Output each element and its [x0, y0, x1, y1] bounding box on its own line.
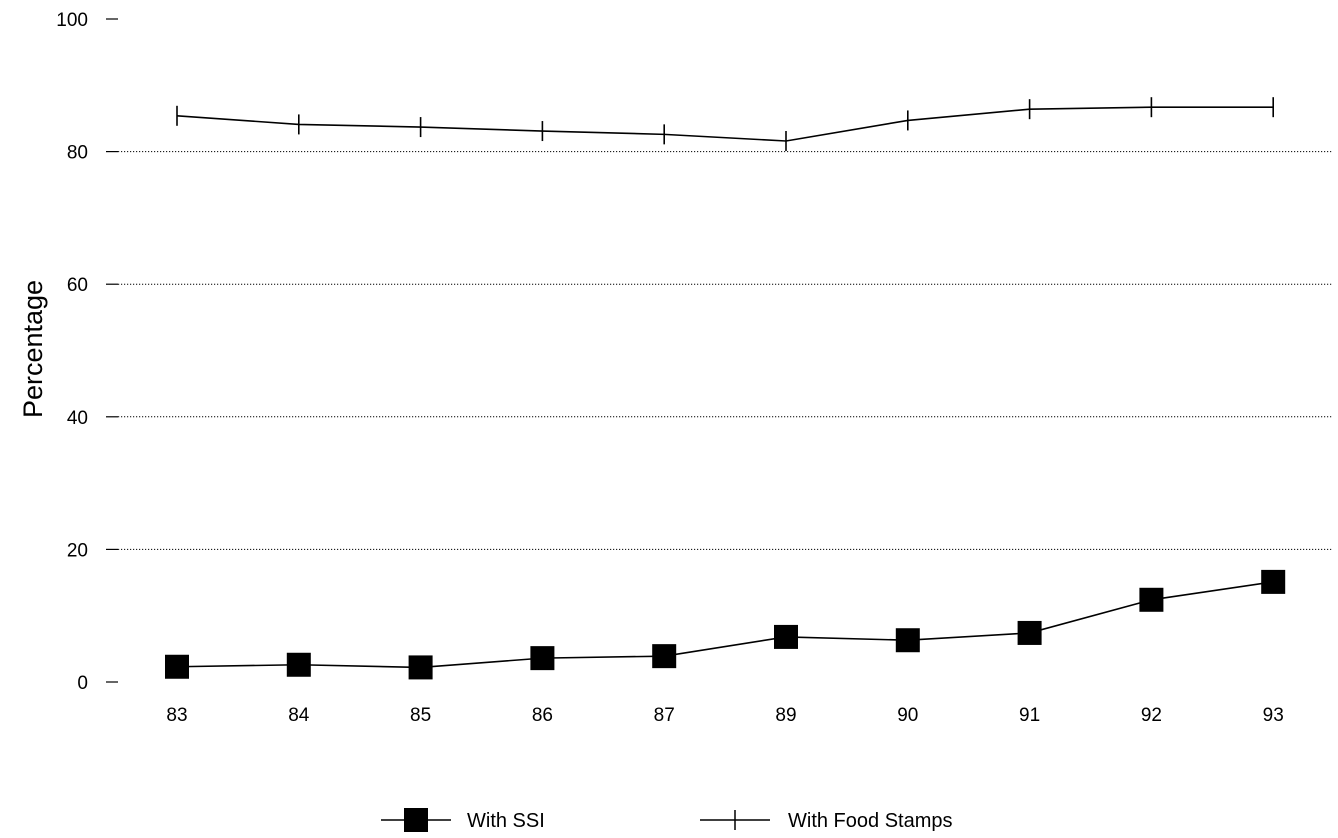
data-point-ssi — [774, 624, 798, 649]
x-tick-label: 87 — [654, 705, 675, 726]
data-point-ssi — [530, 646, 555, 671]
x-tick-label: 83 — [166, 705, 187, 726]
y-tick-label: 40 — [67, 408, 88, 429]
data-point-ssi — [1017, 620, 1042, 645]
x-tick-label: 92 — [1141, 705, 1162, 726]
x-tick-label: 89 — [775, 705, 796, 726]
data-point-ssi — [895, 628, 920, 653]
legend-marker-ssi — [404, 808, 428, 832]
y-tick-label: 20 — [67, 540, 88, 561]
x-tick-label: 84 — [288, 705, 310, 726]
gridlines — [118, 151, 1332, 550]
x-tick-label: 91 — [1019, 705, 1040, 726]
series-layer — [165, 97, 1286, 680]
legend-label-ssi: With SSI — [467, 810, 545, 832]
series-line-ssi — [176, 581, 1274, 669]
data-point-ssi — [165, 654, 189, 679]
legend: With SSI With Food Stamps — [381, 808, 953, 832]
legend-label-food-stamps: With Food Stamps — [788, 810, 953, 832]
x-tick-label: 90 — [897, 705, 918, 726]
x-tick-label: 85 — [410, 705, 431, 726]
y-tick-label: 0 — [77, 673, 88, 694]
y-tick-label: 60 — [67, 275, 88, 296]
x-axis: 83 84 85 86 87 89 90 91 92 93 — [166, 705, 1283, 726]
data-point-ssi — [286, 652, 311, 677]
data-point-ssi — [408, 655, 433, 680]
data-point-ssi — [1261, 569, 1286, 594]
data-point-ssi — [1139, 587, 1164, 612]
legend-item-ssi: With SSI — [381, 808, 545, 832]
data-point-ssi — [652, 644, 677, 669]
legend-item-food-stamps: With Food Stamps — [700, 810, 953, 832]
y-tick-label: 100 — [56, 10, 88, 31]
series-line-food-stamps — [176, 106, 1274, 142]
y-axis-title: Percentage — [18, 280, 48, 418]
y-tick-label: 80 — [67, 143, 88, 164]
x-tick-label: 93 — [1263, 705, 1284, 726]
x-tick-label: 86 — [532, 705, 553, 726]
y-axis: 0 20 40 60 80 100 — [56, 10, 118, 694]
